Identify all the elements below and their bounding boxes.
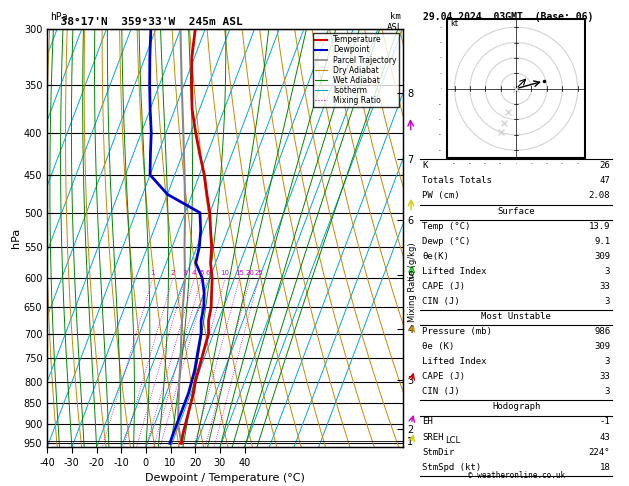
Text: Totals Totals: Totals Totals (422, 176, 492, 186)
Legend: Temperature, Dewpoint, Parcel Trajectory, Dry Adiabat, Wet Adiabat, Isotherm, Mi: Temperature, Dewpoint, Parcel Trajectory… (313, 33, 399, 107)
Text: -1: -1 (599, 417, 610, 427)
Text: Most Unstable: Most Unstable (481, 312, 551, 321)
Text: 33: 33 (599, 282, 610, 291)
Text: K: K (422, 161, 428, 171)
Text: Mixing Ratio (g/kg): Mixing Ratio (g/kg) (408, 242, 416, 322)
Text: 5: 5 (199, 270, 204, 276)
Text: Lifted Index: Lifted Index (422, 267, 487, 276)
Text: 1: 1 (150, 270, 155, 276)
Text: CIN (J): CIN (J) (422, 387, 460, 397)
Text: 3: 3 (604, 387, 610, 397)
Text: © weatheronline.co.uk: © weatheronline.co.uk (467, 470, 565, 480)
Text: km
ASL: km ASL (387, 12, 403, 32)
Text: CIN (J): CIN (J) (422, 297, 460, 306)
Text: 15: 15 (235, 270, 244, 276)
Text: Surface: Surface (498, 207, 535, 216)
Text: Dewp (°C): Dewp (°C) (422, 237, 470, 246)
X-axis label: Dewpoint / Temperature (°C): Dewpoint / Temperature (°C) (145, 473, 305, 483)
Text: Temp (°C): Temp (°C) (422, 222, 470, 231)
Text: 3: 3 (604, 267, 610, 276)
Text: 13.9: 13.9 (589, 222, 610, 231)
Text: kt: kt (450, 18, 458, 28)
Text: hPa: hPa (50, 12, 68, 22)
Text: 29.04.2024  03GMT  (Base: 06): 29.04.2024 03GMT (Base: 06) (423, 12, 593, 22)
Text: 43: 43 (599, 433, 610, 442)
Text: θe(K): θe(K) (422, 252, 449, 261)
Text: 10: 10 (221, 270, 230, 276)
Text: EH: EH (422, 417, 433, 427)
Text: Pressure (mb): Pressure (mb) (422, 327, 492, 336)
Text: 47: 47 (599, 176, 610, 186)
Text: 309: 309 (594, 252, 610, 261)
Text: 33: 33 (599, 372, 610, 382)
Text: 25: 25 (254, 270, 263, 276)
Y-axis label: hPa: hPa (11, 228, 21, 248)
Text: SREH: SREH (422, 433, 443, 442)
Text: 3: 3 (604, 357, 610, 366)
Text: 3: 3 (604, 297, 610, 306)
Text: LCL: LCL (445, 436, 460, 445)
Text: 4: 4 (192, 270, 196, 276)
Text: 9.1: 9.1 (594, 237, 610, 246)
Text: 38°17'N  359°33'W  245m ASL: 38°17'N 359°33'W 245m ASL (47, 17, 243, 27)
Text: PW (cm): PW (cm) (422, 191, 460, 201)
Text: Hodograph: Hodograph (492, 402, 540, 412)
Text: 309: 309 (594, 342, 610, 351)
Text: 2: 2 (170, 270, 175, 276)
Text: 18: 18 (599, 463, 610, 472)
Text: 26: 26 (599, 161, 610, 171)
Text: θe (K): θe (K) (422, 342, 454, 351)
Text: 2.08: 2.08 (589, 191, 610, 201)
Text: CAPE (J): CAPE (J) (422, 282, 465, 291)
Text: 3: 3 (183, 270, 187, 276)
Text: StmSpd (kt): StmSpd (kt) (422, 463, 481, 472)
Text: CAPE (J): CAPE (J) (422, 372, 465, 382)
Text: 986: 986 (594, 327, 610, 336)
Text: Lifted Index: Lifted Index (422, 357, 487, 366)
Text: StmDir: StmDir (422, 448, 454, 457)
Text: 20: 20 (246, 270, 255, 276)
Text: 224°: 224° (589, 448, 610, 457)
Text: 6: 6 (205, 270, 210, 276)
